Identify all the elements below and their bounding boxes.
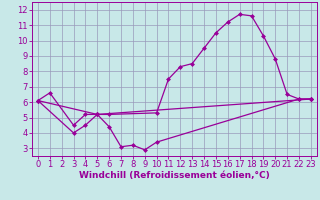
X-axis label: Windchill (Refroidissement éolien,°C): Windchill (Refroidissement éolien,°C): [79, 171, 270, 180]
